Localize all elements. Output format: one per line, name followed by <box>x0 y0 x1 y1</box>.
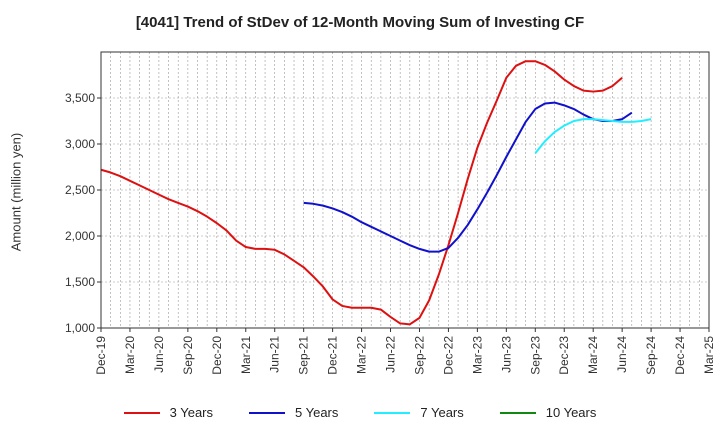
x-tick-label: Sep-20 <box>181 336 195 375</box>
legend-swatch <box>123 411 160 414</box>
x-tick-label: Dec-21 <box>326 336 340 375</box>
series-line-5-years <box>303 101 633 253</box>
x-tick-label: Mar-24 <box>586 336 600 374</box>
chart-title: [4041] Trend of StDev of 12-Month Moving… <box>135 14 585 31</box>
x-tick-label: Mar-20 <box>123 336 137 374</box>
legend-swatch <box>374 411 411 414</box>
x-tick-label: Jun-21 <box>268 336 282 373</box>
legend-item: 10 Years <box>499 405 597 420</box>
y-axis-ticks: 1,000 1,500 2,000 2,500 3,000 3,500 <box>65 91 101 335</box>
x-tick-label: Jun-23 <box>499 336 513 373</box>
x-tick-label: Mar-22 <box>355 336 369 374</box>
x-tick-label: Jun-22 <box>384 336 398 373</box>
legend-label: 10 Years <box>545 405 597 420</box>
x-tick-label: Dec-20 <box>210 336 224 375</box>
x-tick-label: Mar-23 <box>470 336 484 374</box>
x-tick-label: Jun-24 <box>615 336 629 373</box>
legend-label: 7 Years <box>420 405 464 420</box>
y-tick-label: 1,000 <box>65 321 95 335</box>
x-tick-label: Sep-24 <box>644 336 658 375</box>
x-tick-label: Dec-19 <box>94 336 108 375</box>
x-tick-label: Sep-22 <box>412 336 426 375</box>
series-line-3-years <box>100 60 623 326</box>
y-tick-label: 3,000 <box>65 137 95 151</box>
x-tick-label: Dec-22 <box>441 336 455 375</box>
x-tick-label: Mar-21 <box>239 336 253 374</box>
y-tick-label: 2,000 <box>65 229 95 243</box>
legend-item: 3 Years <box>123 405 213 420</box>
x-tick-label: Sep-21 <box>297 336 311 375</box>
legend-label: 5 Years <box>295 405 339 420</box>
x-tick-label: Dec-24 <box>673 336 687 375</box>
y-tick-label: 1,500 <box>65 275 95 289</box>
x-axis-ticks: Dec-19 Mar-20 Jun-20 Sep-20 Dec-20 Mar-21 Jun-… <box>94 328 716 375</box>
y-tick-label: 3,500 <box>65 91 95 105</box>
legend-item: 7 Years <box>374 405 464 420</box>
legend-swatch <box>249 411 285 414</box>
legend-swatch <box>499 411 536 414</box>
x-tick-label: Sep-23 <box>528 336 542 375</box>
x-tick-label: Jun-20 <box>152 336 166 373</box>
series-line-7-years <box>534 118 652 154</box>
x-tick-label: Mar-25 <box>702 336 716 374</box>
legend: 3 Years 5 Years 7 Years 10 Years <box>0 405 720 420</box>
legend-label: 3 Years <box>169 405 213 420</box>
y-tick-label: 2,500 <box>65 183 95 197</box>
series-layer <box>100 60 652 326</box>
legend-item: 5 Years <box>249 405 338 420</box>
grid <box>100 52 710 329</box>
x-tick-label: Dec-23 <box>557 336 571 375</box>
